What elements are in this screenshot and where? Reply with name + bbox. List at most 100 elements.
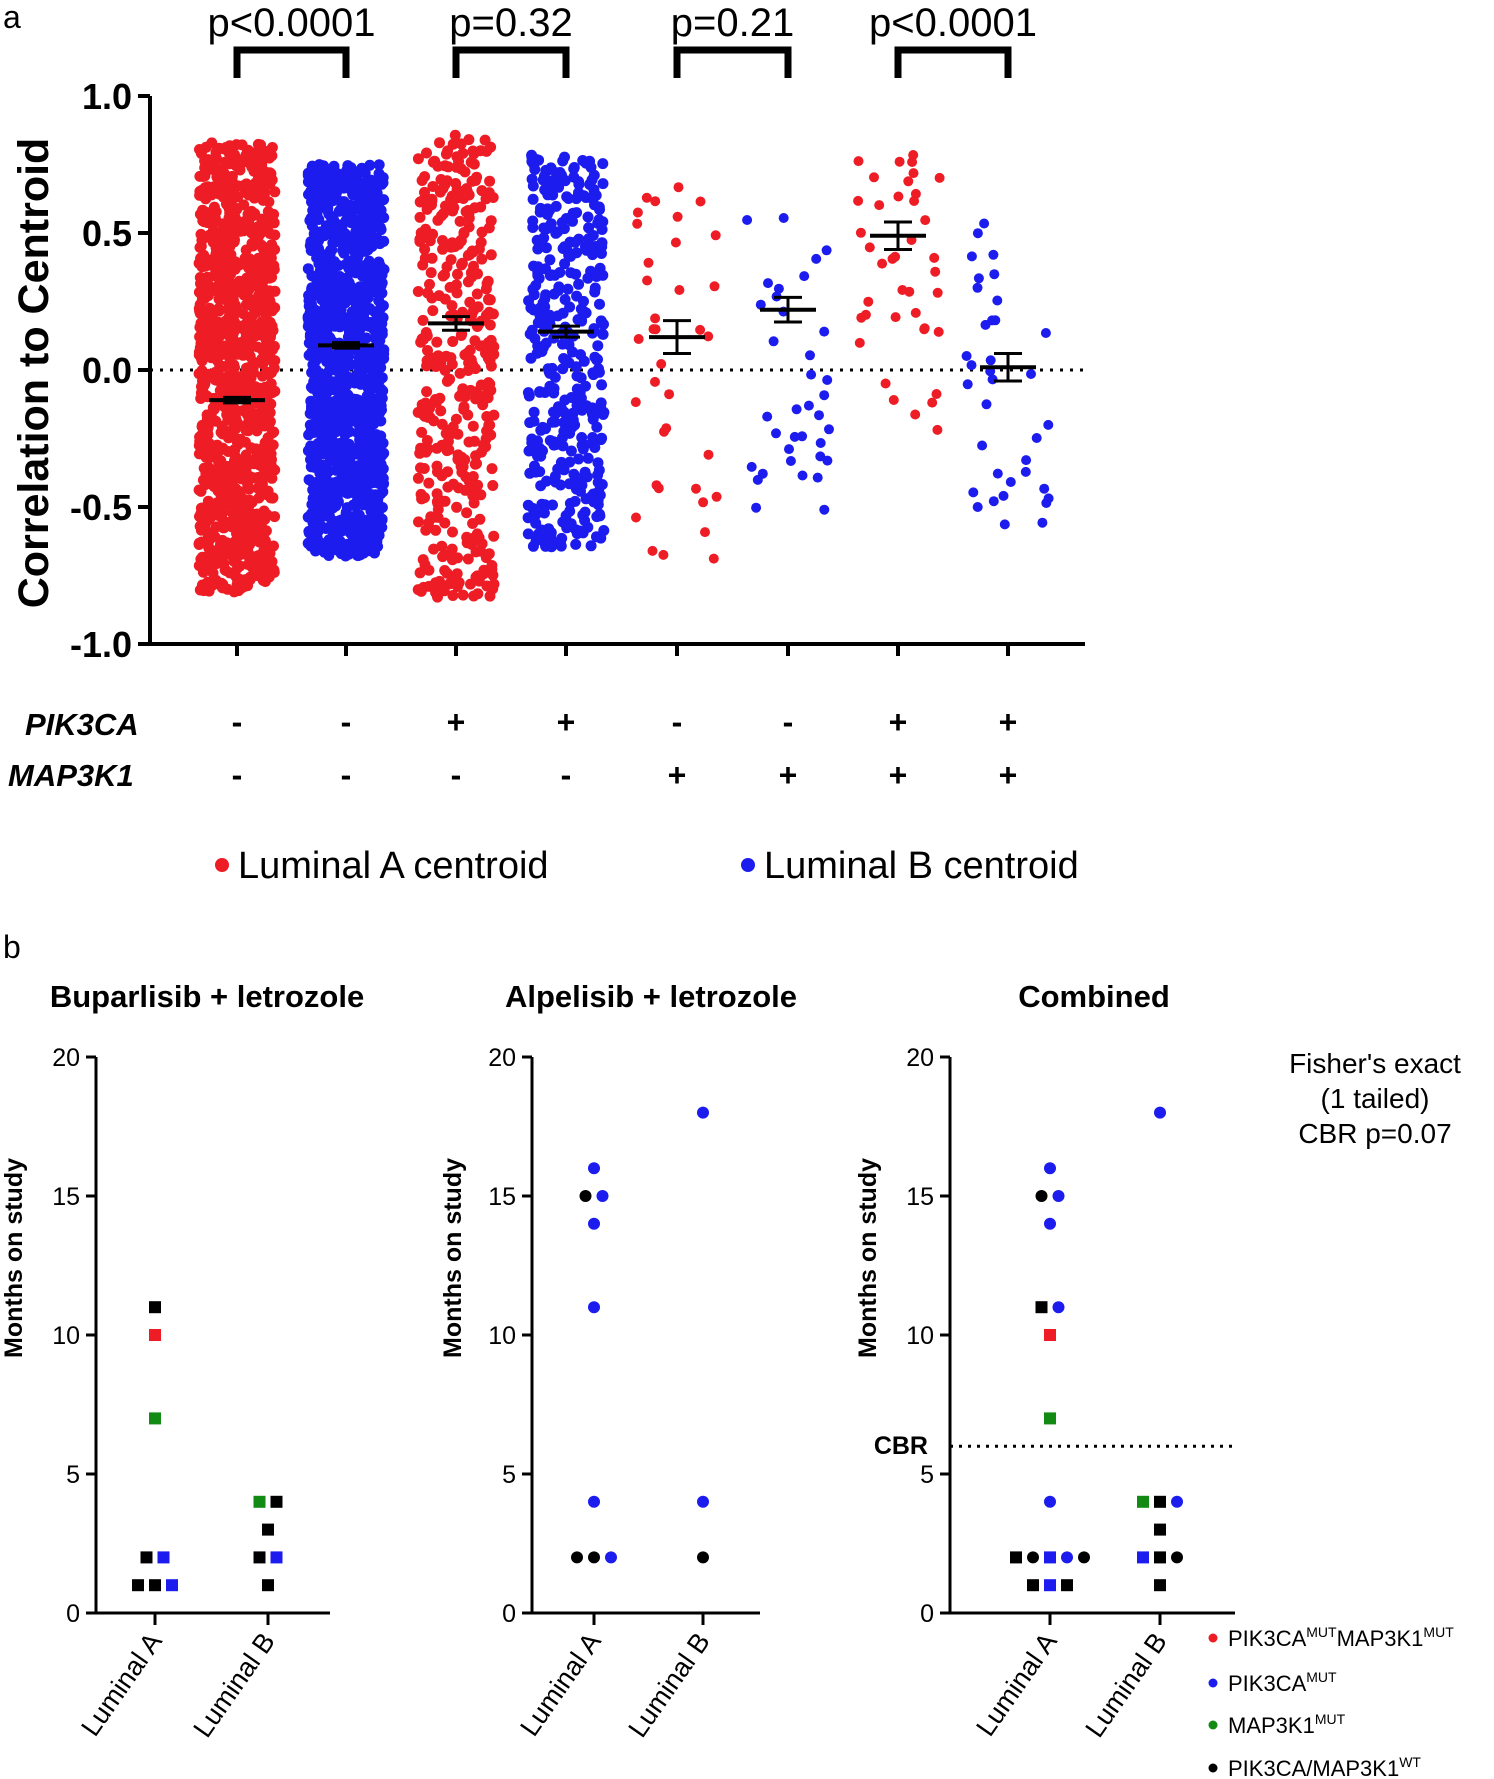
data-point: [306, 178, 318, 190]
comparison-p-value: p<0.0001: [869, 1, 1037, 45]
data-point: [594, 510, 606, 522]
data-point: [217, 549, 229, 561]
data-point: [204, 229, 216, 241]
data-point: [268, 260, 280, 272]
data-point: [763, 278, 773, 289]
data-point: [249, 357, 261, 369]
data-point: [200, 141, 212, 153]
data-point: [797, 470, 808, 481]
data-point: [318, 546, 330, 558]
data-point: [929, 252, 940, 263]
data-point: [318, 303, 330, 315]
data-point: [890, 312, 901, 323]
data-point: [527, 180, 539, 192]
panel-a-plot: -1.0 -0.5 0.0 0.5 1.0 p<0.0001 p=0.32 p=0.21 p<0…: [70, 1, 1085, 665]
data-point: [303, 474, 315, 486]
data-point: [577, 443, 589, 455]
data-point: [463, 134, 475, 146]
data-point: [194, 308, 206, 319]
data-point-square: [1154, 1495, 1166, 1508]
data-point: [416, 493, 428, 505]
data-point: [218, 361, 230, 372]
data-point: [194, 242, 206, 253]
data-point: [527, 445, 539, 457]
data-point-square: [1044, 1579, 1056, 1592]
data-point: [484, 590, 496, 602]
data-point: [703, 331, 714, 342]
data-point: [897, 285, 908, 295]
data-point: [321, 277, 333, 289]
data-point: [234, 560, 246, 572]
data-point: [194, 348, 206, 360]
data-point: [855, 227, 866, 238]
data-point: [632, 218, 643, 229]
data-point-circle: [605, 1551, 617, 1564]
data-point: [265, 299, 277, 311]
data-point: [351, 358, 363, 370]
data-point: [539, 387, 551, 398]
data-point: [532, 243, 544, 255]
data-point: [305, 440, 317, 452]
data-point: [437, 270, 449, 282]
fisher-annotation-line-3: CBR p=0.07: [1298, 1118, 1451, 1149]
data-point: [650, 313, 661, 324]
data-point: [461, 537, 473, 549]
data-point: [462, 409, 474, 421]
data-point: [415, 227, 427, 239]
data-point: [203, 368, 215, 380]
data-point: [374, 407, 386, 419]
data-point: [656, 359, 667, 369]
data-point: [456, 259, 467, 271]
data-point: [664, 389, 675, 400]
data-point: [700, 527, 710, 538]
data-point: [465, 354, 477, 366]
data-point: [557, 432, 568, 444]
data-point: [216, 498, 228, 509]
data-point: [357, 190, 369, 202]
group-5-points: [630, 182, 722, 564]
data-point: [237, 258, 249, 270]
genotype-sign: +: [889, 704, 908, 740]
data-point: [232, 215, 244, 227]
data-point: [220, 245, 232, 257]
data-point-circle: [697, 1495, 709, 1508]
genotype-sign: +: [889, 757, 908, 793]
data-point: [317, 418, 329, 430]
data-point: [539, 538, 551, 550]
data-point: [311, 406, 323, 418]
data-point: [593, 201, 605, 213]
data-point: [651, 480, 662, 491]
data-point: [458, 187, 470, 199]
legend-both-mut: PIK3CAMUTMAP3K1MUT: [1208, 1624, 1454, 1651]
data-point: [480, 347, 491, 359]
data-point-square: [149, 1329, 161, 1341]
data-point: [321, 403, 333, 415]
data-point: [819, 504, 830, 515]
data-point-circle: [1044, 1162, 1056, 1175]
data-point: [311, 209, 323, 221]
data-point: [193, 560, 205, 572]
data-point: [465, 578, 476, 590]
data-point-circle: [579, 1190, 592, 1202]
data-point: [556, 217, 568, 229]
data-point: [250, 262, 262, 274]
data-point: [475, 489, 487, 501]
data-point: [934, 172, 945, 183]
data-point: [650, 376, 660, 387]
data-point: [422, 287, 434, 299]
legend-pik3ca-mut-text: PIK3CAMUT: [1228, 1669, 1337, 1696]
data-point: [1026, 369, 1036, 379]
data-point: [359, 518, 371, 530]
buparlisib-y-axis-label: Months on study: [0, 1158, 28, 1358]
data-point: [314, 168, 326, 180]
genotype-sign: +: [668, 757, 687, 793]
genotype-sign: +: [999, 704, 1018, 740]
data-point: [450, 178, 462, 189]
data-point: [746, 461, 757, 472]
data-point: [752, 474, 763, 485]
data-point: [863, 296, 874, 307]
data-point: [447, 590, 459, 601]
data-point: [359, 415, 371, 427]
data-point: [240, 327, 252, 339]
data-point: [427, 181, 439, 192]
